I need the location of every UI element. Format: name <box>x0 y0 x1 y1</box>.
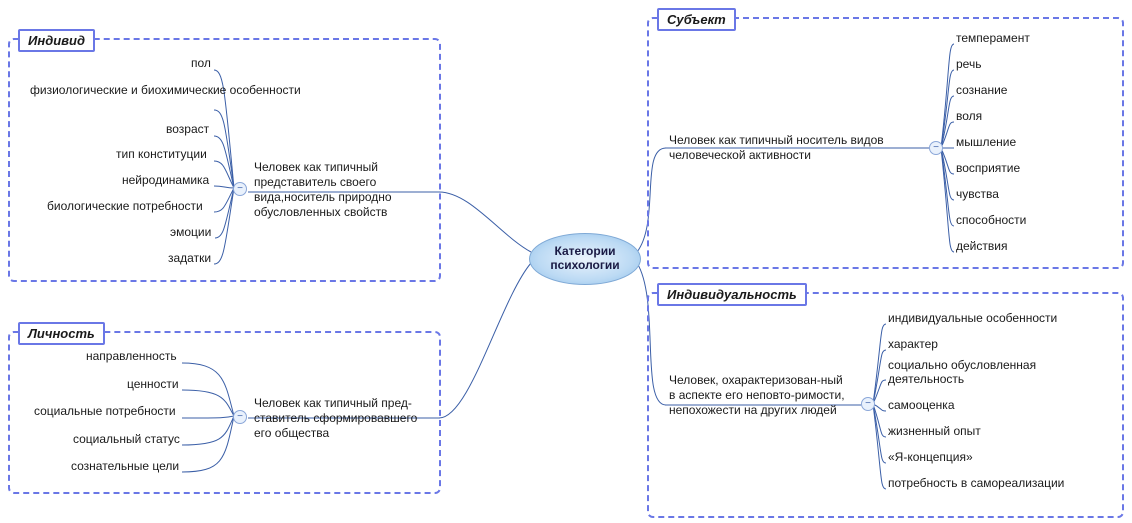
leaf-subject-1: речь <box>956 57 981 71</box>
leaf-individ-4: нейродинамика <box>122 173 209 187</box>
collapse-icon[interactable]: − <box>929 141 943 155</box>
category-label-subject: Субъект <box>657 8 736 31</box>
leaf-lichnost-1: ценности <box>127 377 179 391</box>
leaf-subject-7: способности <box>956 213 1026 227</box>
category-desc-subject: Человек как типичный носитель видов чело… <box>669 133 919 163</box>
collapse-icon[interactable]: − <box>233 410 247 424</box>
leaf-subject-3: воля <box>956 109 982 123</box>
category-label-individ: Индивид <box>18 29 95 52</box>
leaf-individ-2: возраст <box>166 122 209 136</box>
category-label-lichnost: Личность <box>18 322 105 345</box>
leaf-subject-0: темперамент <box>956 31 1030 45</box>
leaf-subject-5: восприятие <box>956 161 1020 175</box>
category-desc-individualnost: Человек, охарактеризован-ный в аспекте е… <box>669 373 849 418</box>
leaf-individualnost-3: самооценка <box>888 398 955 412</box>
leaf-individualnost-2: социально обусловленная деятельность <box>888 358 1108 386</box>
leaf-lichnost-4: сознательные цели <box>71 459 179 473</box>
category-desc-lichnost: Человек как типичный пред-ставитель сфор… <box>254 396 434 441</box>
leaf-individualnost-5: «Я-концепция» <box>888 450 973 464</box>
collapse-icon[interactable]: − <box>861 397 875 411</box>
leaf-individualnost-0: индивидуальные особенности <box>888 311 1057 325</box>
leaf-individ-3: тип конституции <box>116 147 207 161</box>
leaf-individ-7: задатки <box>168 251 211 265</box>
leaf-lichnost-3: социальный статус <box>73 432 180 446</box>
leaf-subject-4: мышление <box>956 135 1016 149</box>
center-node: Категории психологии <box>529 233 641 285</box>
leaf-individualnost-1: характер <box>888 337 938 351</box>
leaf-lichnost-2: социальные потребности <box>34 404 176 418</box>
leaf-lichnost-0: направленность <box>86 349 177 363</box>
center-title: Категории психологии <box>530 245 640 273</box>
leaf-individ-1: физиологические и биохимические особенно… <box>30 83 210 97</box>
category-desc-individ: Человек как типичный представитель своег… <box>254 160 429 220</box>
leaf-subject-6: чувства <box>956 187 999 201</box>
leaf-subject-8: действия <box>956 239 1007 253</box>
collapse-icon[interactable]: − <box>233 182 247 196</box>
leaf-individualnost-4: жизненный опыт <box>888 424 981 438</box>
category-label-individualnost: Индивидуальность <box>657 283 807 306</box>
leaf-individ-6: эмоции <box>170 225 211 239</box>
leaf-individualnost-6: потребность в самореализации <box>888 476 1064 490</box>
leaf-individ-0: пол <box>191 56 211 70</box>
leaf-subject-2: сознание <box>956 83 1007 97</box>
leaf-individ-5: биологические потребности <box>47 199 203 213</box>
